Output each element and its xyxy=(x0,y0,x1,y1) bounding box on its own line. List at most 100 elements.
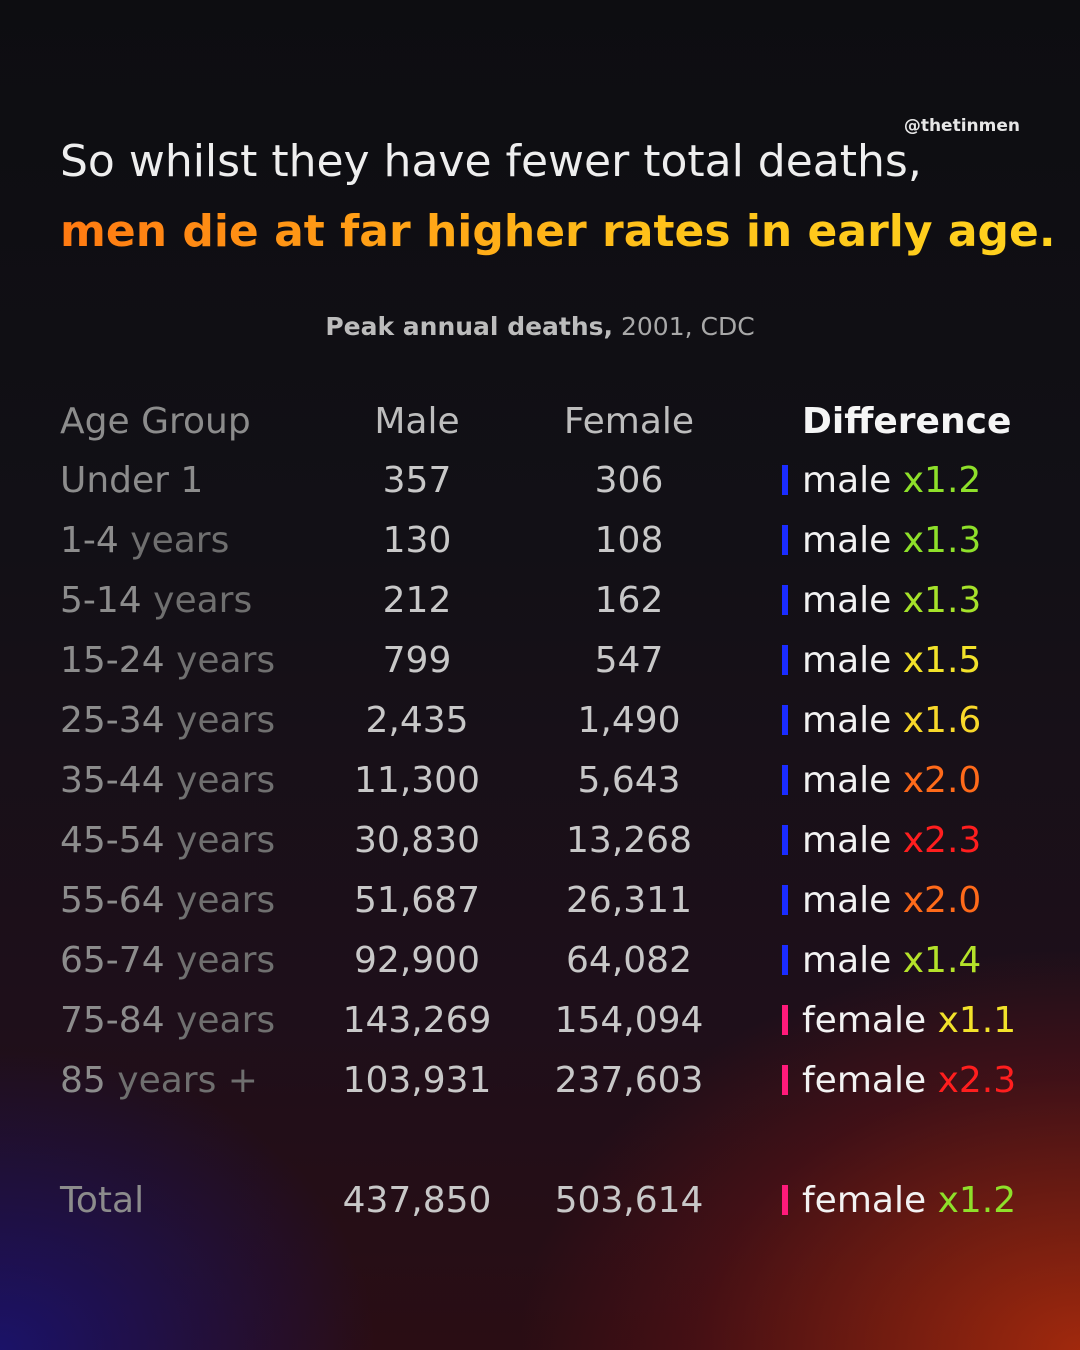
female-deaths: 64,082 xyxy=(566,940,692,981)
factor: x2.3 xyxy=(937,1060,1017,1101)
sex: female xyxy=(802,1180,927,1221)
age-unit: years xyxy=(176,1000,276,1041)
column-header: Female xyxy=(563,401,695,442)
age-group: 85 years + xyxy=(60,1061,258,1101)
age-group: 75-84 years xyxy=(60,1001,275,1041)
sex-bar xyxy=(782,1005,788,1035)
sex-bar xyxy=(782,765,788,795)
sex-bar xyxy=(782,465,788,495)
factor: x1.1 xyxy=(937,1000,1017,1041)
age-range: 55-64 xyxy=(60,880,165,921)
total-label: Total xyxy=(60,1180,145,1221)
male-deaths: 11,300 xyxy=(354,760,480,801)
age-range: Under 1 xyxy=(60,460,204,501)
male-deaths: 143,269 xyxy=(342,1000,492,1041)
factor: x1.3 xyxy=(902,520,982,561)
subtitle: Peak annual deaths, 2001, CDC xyxy=(0,312,1080,341)
difference: male x1.4 xyxy=(782,941,981,981)
sex: male xyxy=(802,580,892,621)
age-unit: years xyxy=(176,880,276,921)
sex-bar xyxy=(782,1185,788,1215)
age-unit: years xyxy=(176,760,276,801)
female-deaths: 108 xyxy=(594,520,664,561)
difference: female x1.1 xyxy=(782,1001,1016,1041)
male-deaths: 357 xyxy=(382,460,452,501)
age-range: 85 xyxy=(60,1060,106,1101)
sex: female xyxy=(802,1000,927,1041)
age-group: 1-4 years xyxy=(60,521,229,561)
male-deaths: 103,931 xyxy=(342,1060,492,1101)
column-header: Difference xyxy=(802,401,1012,442)
sex: male xyxy=(802,880,892,921)
age-range: 15-24 xyxy=(60,640,165,681)
age-group: 5-14 years xyxy=(60,581,252,621)
subtitle-bold: Peak annual deaths, xyxy=(325,312,614,341)
age-group: 35-44 years xyxy=(60,761,275,801)
age-unit: years xyxy=(153,580,253,621)
age-group: 55-64 years xyxy=(60,881,275,921)
column-header: Male xyxy=(374,401,460,442)
difference: male x1.3 xyxy=(782,521,981,561)
age-group: 45-54 years xyxy=(60,821,275,861)
factor: x2.3 xyxy=(902,820,982,861)
female-deaths: 237,603 xyxy=(554,1060,704,1101)
female-deaths: 1,490 xyxy=(577,700,681,741)
subtitle-source: 2001, CDC xyxy=(621,312,755,341)
female-deaths: 26,311 xyxy=(566,880,692,921)
sex: male xyxy=(802,760,892,801)
age-group: Under 1 xyxy=(60,461,203,501)
difference: male x2.0 xyxy=(782,881,981,921)
male-deaths: 51,687 xyxy=(354,880,480,921)
factor: x1.2 xyxy=(902,460,982,501)
age-unit: years xyxy=(176,640,276,681)
female-deaths: 162 xyxy=(594,580,664,621)
age-unit: years + xyxy=(117,1060,258,1101)
difference: male x1.5 xyxy=(782,641,981,681)
sex: male xyxy=(802,700,892,741)
sex-bar xyxy=(782,825,788,855)
male-deaths: 212 xyxy=(382,580,452,621)
difference: female x1.2 xyxy=(782,1181,1016,1221)
sex-bar xyxy=(782,705,788,735)
age-unit: years xyxy=(130,520,230,561)
headline-highlight: men die at far higher rates in early age… xyxy=(60,206,1056,257)
age-range: 65-74 xyxy=(60,940,165,981)
column-header: Age Group xyxy=(60,401,251,442)
difference: male x1.3 xyxy=(782,581,981,621)
difference: male x1.6 xyxy=(782,701,981,741)
age-unit: years xyxy=(176,820,276,861)
male-deaths: 30,830 xyxy=(354,820,480,861)
male-deaths: 799 xyxy=(382,640,452,681)
factor: x1.6 xyxy=(902,700,982,741)
age-range: 45-54 xyxy=(60,820,165,861)
sex-bar xyxy=(782,945,788,975)
headline: So whilst they have fewer total deaths, xyxy=(60,136,922,187)
age-range: 25-34 xyxy=(60,700,165,741)
sex: female xyxy=(802,1060,927,1101)
age-unit: years xyxy=(176,940,276,981)
female-deaths: 13,268 xyxy=(566,820,692,861)
male-total: 437,850 xyxy=(342,1180,492,1221)
sex-bar xyxy=(782,645,788,675)
male-deaths: 130 xyxy=(382,520,452,561)
sex-bar xyxy=(782,1065,788,1095)
female-deaths: 154,094 xyxy=(554,1000,704,1041)
sex: male xyxy=(802,640,892,681)
factor: x1.2 xyxy=(937,1180,1017,1221)
factor: x1.4 xyxy=(902,940,982,981)
female-deaths: 306 xyxy=(594,460,664,501)
difference: male x2.3 xyxy=(782,821,981,861)
sex-bar xyxy=(782,585,788,615)
male-deaths: 2,435 xyxy=(365,700,469,741)
factor: x2.0 xyxy=(902,760,982,801)
handle: @thetinmen xyxy=(903,116,1020,136)
factor: x1.5 xyxy=(902,640,982,681)
sex: male xyxy=(802,520,892,561)
difference: female x2.3 xyxy=(782,1061,1016,1101)
sex: male xyxy=(802,460,892,501)
age-range: 35-44 xyxy=(60,760,165,801)
age-range: 5-14 xyxy=(60,580,142,621)
factor: x1.3 xyxy=(902,580,982,621)
female-deaths: 547 xyxy=(594,640,664,681)
